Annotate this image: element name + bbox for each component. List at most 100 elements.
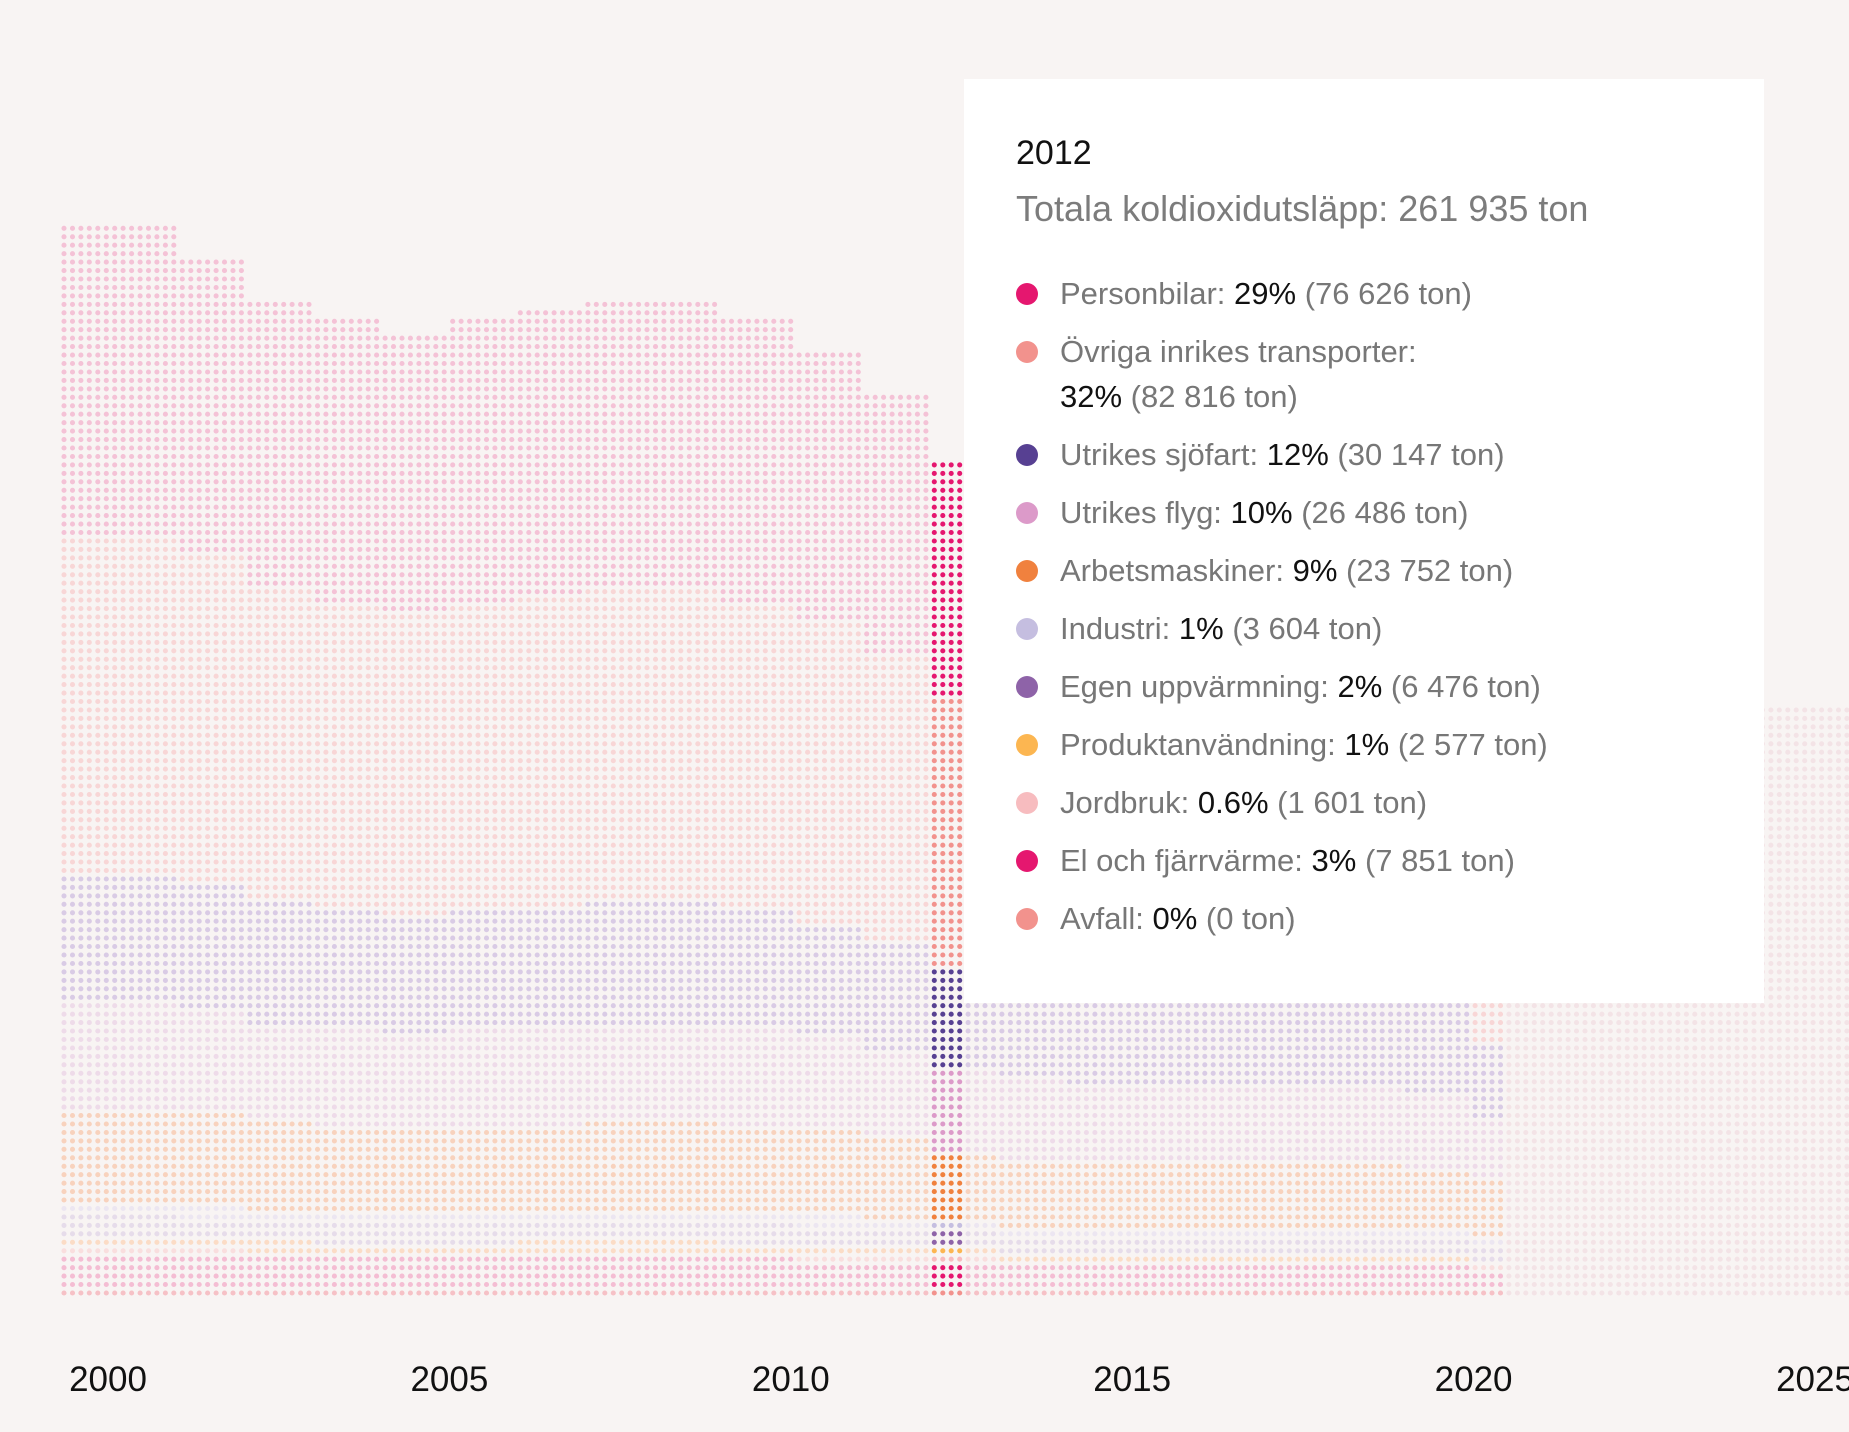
data-dot (256, 631, 261, 636)
data-dot (163, 927, 168, 932)
data-dot (163, 699, 168, 704)
data-dot (366, 1113, 371, 1118)
data-dot (349, 522, 354, 527)
data-dot (306, 817, 311, 822)
data-dot (163, 1045, 168, 1050)
data-dot (222, 1164, 227, 1169)
data-dot (205, 395, 210, 400)
data-dot (146, 1206, 151, 1211)
data-dot (374, 555, 379, 560)
data-dot (146, 437, 151, 442)
data-dot (146, 598, 151, 603)
data-dot (78, 1045, 83, 1050)
data-dot (129, 631, 134, 636)
data-dot (332, 598, 337, 603)
data-dot (222, 538, 227, 543)
data-dot (306, 657, 311, 662)
data-dot (374, 936, 379, 941)
data-dot (239, 1223, 244, 1228)
data-dot (197, 1062, 202, 1067)
data-dot (247, 859, 252, 864)
data-dot (332, 1257, 337, 1262)
data-dot (306, 1164, 311, 1169)
data-dot (129, 826, 134, 831)
data-dot (171, 826, 176, 831)
data-dot (256, 699, 261, 704)
data-dot (306, 1079, 311, 1084)
data-dot (104, 488, 109, 493)
data-dot (399, 361, 404, 366)
data-dot (163, 1096, 168, 1101)
data-dot (222, 496, 227, 501)
data-dot (138, 750, 143, 755)
data-dot (315, 817, 320, 822)
data-dot (61, 505, 66, 510)
data-dot (281, 598, 286, 603)
data-dot (323, 631, 328, 636)
data-dot (230, 1197, 235, 1202)
data-dot (138, 640, 143, 645)
data-dot (180, 961, 185, 966)
data-dot (95, 809, 100, 814)
data-dot (121, 302, 126, 307)
data-dot (154, 1265, 159, 1270)
data-dot (87, 809, 92, 814)
data-dot (163, 302, 168, 307)
data-dot (315, 767, 320, 772)
data-dot (180, 885, 185, 890)
data-dot (61, 876, 66, 881)
data-dot (61, 395, 66, 400)
data-dot (264, 893, 269, 898)
data-dot (239, 361, 244, 366)
data-dot (70, 1130, 75, 1135)
data-dot (146, 445, 151, 450)
data-dot (112, 969, 117, 974)
data-dot (112, 1265, 117, 1270)
data-dot (197, 538, 202, 543)
data-dot (121, 944, 126, 949)
data-dot (230, 1147, 235, 1152)
data-dot (121, 454, 126, 459)
data-dot (222, 859, 227, 864)
data-dot (121, 699, 126, 704)
data-dot (290, 344, 295, 349)
data-dot (306, 496, 311, 501)
data-dot (163, 412, 168, 417)
data-dot (222, 310, 227, 315)
data-dot (112, 1003, 117, 1008)
data-dot (298, 369, 303, 374)
data-dot (230, 792, 235, 797)
data-dot (146, 682, 151, 687)
data-dot (95, 412, 100, 417)
data-dot (281, 353, 286, 358)
data-dot (188, 817, 193, 822)
data-dot (281, 336, 286, 341)
data-dot (197, 750, 202, 755)
data-dot (247, 1214, 252, 1219)
data-dot (273, 919, 278, 924)
data-dot (95, 1028, 100, 1033)
data-dot (95, 555, 100, 560)
data-dot (306, 741, 311, 746)
data-dot (214, 302, 219, 307)
data-dot (180, 260, 185, 265)
data-dot (230, 910, 235, 915)
data-dot (239, 986, 244, 991)
data-dot (214, 471, 219, 476)
data-dot (230, 1240, 235, 1245)
data-dot (129, 758, 134, 763)
data-dot (264, 513, 269, 518)
data-dot (340, 1071, 345, 1076)
data-dot (197, 1197, 202, 1202)
data-dot (315, 412, 320, 417)
data-dot (163, 1155, 168, 1160)
data-dot (281, 978, 286, 983)
data-dot (281, 496, 286, 501)
data-dot (138, 302, 143, 307)
data-dot (273, 733, 278, 738)
data-dot (87, 1105, 92, 1110)
data-dot (129, 538, 134, 543)
data-dot (171, 1155, 176, 1160)
data-dot (281, 817, 286, 822)
data-dot (349, 758, 354, 763)
